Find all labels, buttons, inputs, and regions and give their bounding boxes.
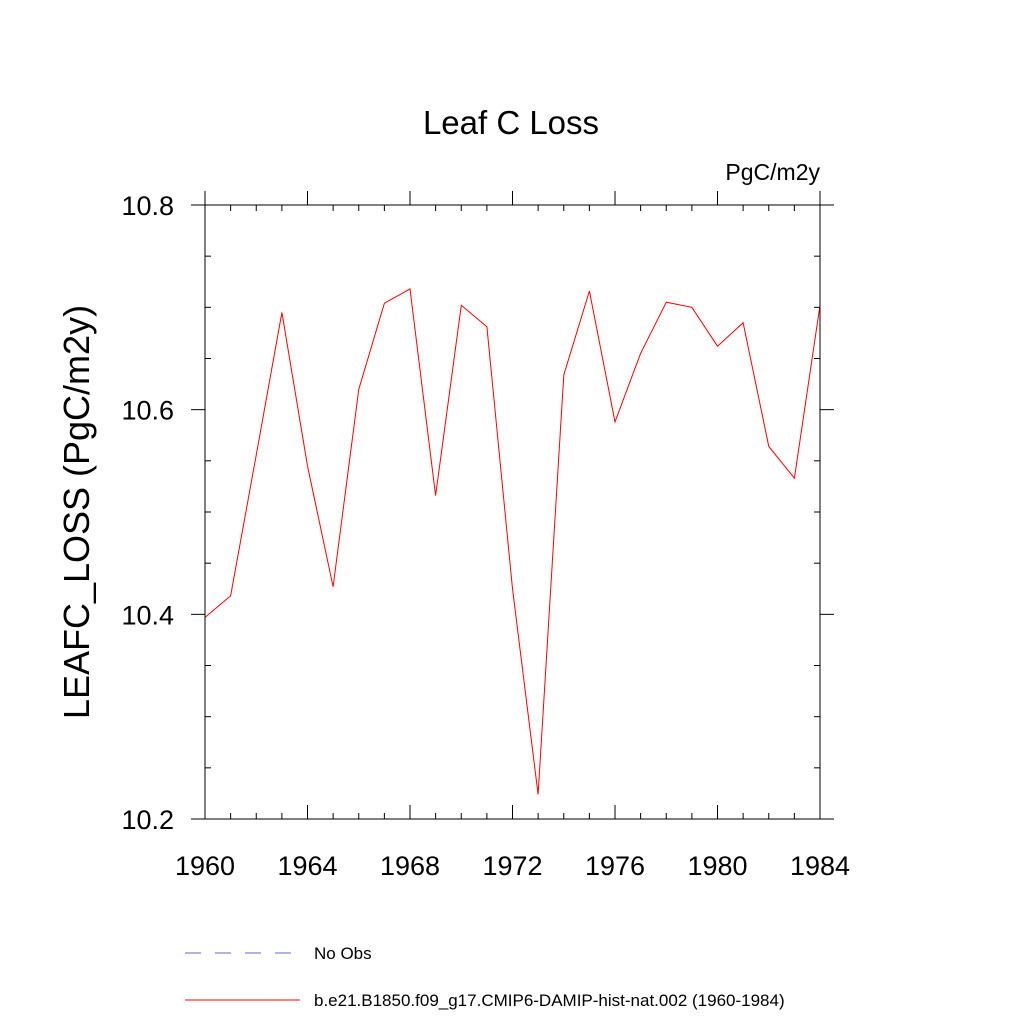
data-point [538,794,539,795]
x-tick-label: 1964 [277,851,337,881]
units-label: PgC/m2y [725,159,820,185]
data-point [512,588,513,589]
x-tick-labels: 1960 1964 1968 1972 1976 1980 1984 [175,851,850,881]
y-axis-label: LEAFC_LOSS (PgC/m2y) [56,305,97,719]
data-point [435,495,436,496]
x-tick-label: 1984 [790,851,850,881]
x-tick-label: 1960 [175,851,235,881]
legend-label-hist-nat: b.e21.B1850.f09_g17.CMIP6-DAMIP-hist-nat… [314,991,785,1010]
series-line [204,288,821,795]
x-tick-label: 1980 [687,851,747,881]
data-point [256,454,257,455]
x-tick-label: 1968 [380,851,440,881]
major-ticks [191,191,834,820]
data-point [589,290,590,291]
data-point [768,446,769,447]
data-point [614,421,615,422]
data-point [743,322,744,323]
data-point [281,312,282,313]
data-point [461,305,462,306]
data-point [794,478,795,479]
data-point [486,326,487,327]
data-point [717,346,718,347]
y-tick-label: 10.6 [121,396,174,426]
data-point [563,374,564,375]
x-tick-label: 1972 [482,851,542,881]
data-point [640,353,641,354]
data-point [409,288,410,289]
legend: No Obs b.e21.B1850.f09_g17.CMIP6-DAMIP-h… [185,944,785,1010]
series-layer [204,288,821,795]
data-point [230,595,231,596]
y-tick-label: 10.2 [121,805,174,835]
y-tick-label: 10.8 [121,191,174,221]
data-point [307,465,308,466]
y-tick-label: 10.4 [121,600,174,630]
x-tick-label: 1976 [585,851,645,881]
plot-frame [204,204,821,820]
y-tick-labels: 10.2 10.4 10.6 10.8 [121,191,174,835]
data-point [358,389,359,390]
data-point [691,307,692,308]
chart-title: Leaf C Loss [423,104,599,141]
minor-ticks [205,205,820,819]
legend-label-no-obs: No Obs [314,944,372,963]
data-point [666,302,667,303]
data-point [333,586,334,587]
data-point [384,303,385,304]
